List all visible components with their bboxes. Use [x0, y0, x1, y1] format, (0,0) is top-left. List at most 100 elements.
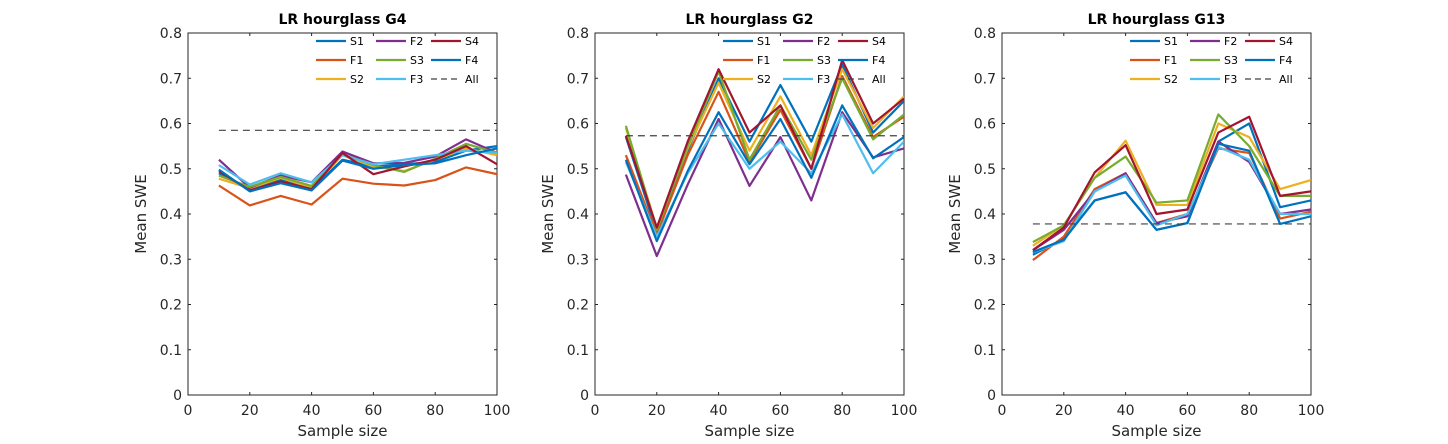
y-tick-label: 0.4 — [567, 207, 589, 223]
y-tick-label: 0.1 — [567, 343, 589, 359]
axes-box — [187, 32, 498, 396]
x-tick-label: 40 — [1117, 403, 1135, 419]
y-tick-label: 0.2 — [160, 298, 182, 314]
legend-label-s3: S3 — [410, 54, 424, 67]
x-tick-label: 80 — [833, 403, 851, 419]
y-tick-label: 0.3 — [974, 252, 996, 268]
legend: S1 F1 S2 F2 S3 F3 S4 F4 All — [723, 35, 886, 86]
y-tick-label: 0.8 — [160, 26, 182, 42]
y-tick-label: 0.6 — [567, 117, 589, 133]
series-group — [218, 129, 497, 207]
legend-label-f1: F1 — [757, 54, 770, 67]
legend: S1 F1 S2 F2 S3 F3 S4 F4 All — [1130, 35, 1293, 86]
chart-panel-0: 0 20 40 60 80 100 0 0.1 0.2 0.3 0.4 0.5 0.6 0.7 0.8 LR … — [132, 12, 510, 440]
legend-label-s1: S1 — [1164, 35, 1178, 48]
legend-label-all: All — [1279, 73, 1293, 86]
legend-label-s1: S1 — [350, 35, 364, 48]
legend-label-s2: S2 — [757, 73, 771, 86]
legend-label-s2: S2 — [350, 73, 364, 86]
x-tick-label: 40 — [303, 403, 321, 419]
y-tick-label: 0.5 — [974, 162, 996, 178]
y-tick-label: 0.8 — [974, 26, 996, 42]
y-tick-label: 0.7 — [974, 71, 996, 87]
legend-label-f3: F3 — [410, 73, 423, 86]
chart-title: LR hourglass G2 — [685, 12, 813, 28]
y-tick-label: 0.4 — [974, 207, 996, 223]
series-line-s1 — [1032, 122, 1311, 256]
chart-title: LR hourglass G4 — [278, 12, 406, 28]
x-axis-label: Sample size — [704, 422, 794, 440]
y-tick-label: 0.5 — [567, 162, 589, 178]
series-line-f4 — [624, 104, 904, 243]
x-axis-label: Sample size — [297, 422, 387, 440]
legend-label-f3: F3 — [817, 73, 830, 86]
legend-label-f2: F2 — [410, 35, 423, 48]
legend-label-s1: S1 — [757, 35, 771, 48]
x-tick-label: 40 — [710, 403, 728, 419]
legend-label-all: All — [872, 73, 886, 86]
x-tick-label: 60 — [364, 403, 382, 419]
y-tick-label: 0.6 — [160, 117, 182, 133]
legend-label-f2: F2 — [817, 35, 830, 48]
x-tick-label: 20 — [648, 403, 666, 419]
y-tick-label: 0.5 — [160, 162, 182, 178]
x-tick-label: 20 — [1055, 403, 1073, 419]
y-tick-label: 0 — [580, 388, 589, 404]
legend-label-s3: S3 — [1224, 54, 1238, 67]
legend-label-f4: F4 — [1279, 54, 1292, 67]
chart-panel-1: 0 20 40 60 80 100 0 0.1 0.2 0.3 0.4 0.5 0.6 0.7 0.8 LR … — [539, 12, 917, 440]
legend-label-all: All — [465, 73, 479, 86]
legend-label-s4: S4 — [872, 35, 886, 48]
y-tick-label: 0.8 — [567, 26, 589, 42]
legend-label-s4: S4 — [465, 35, 479, 48]
y-axis-label: Mean SWE — [946, 174, 964, 253]
x-tick-label: 100 — [484, 403, 511, 419]
x-axis-label: Sample size — [1111, 422, 1201, 440]
y-axis-label: Mean SWE — [132, 174, 150, 253]
y-tick-label: 0.1 — [160, 343, 182, 359]
y-tick-label: 0 — [987, 388, 996, 404]
x-tick-label: 0 — [184, 403, 193, 419]
y-tick-label: 0.7 — [160, 71, 182, 87]
y-tick-label: 0.3 — [160, 252, 182, 268]
series-line-f2 — [624, 111, 904, 258]
series-line-s3 — [624, 70, 904, 231]
legend-label-f1: F1 — [1164, 54, 1177, 67]
y-tick-label: 0.6 — [974, 117, 996, 133]
series-group — [624, 59, 904, 258]
legend-label-f1: F1 — [350, 54, 363, 67]
y-tick-label: 0.3 — [567, 252, 589, 268]
y-tick-label: 0.2 — [974, 298, 996, 314]
series-line-f1 — [218, 166, 497, 207]
legend-label-s2: S2 — [1164, 73, 1178, 86]
legend-label-f4: F4 — [465, 54, 478, 67]
legend-label-s4: S4 — [1279, 35, 1293, 48]
series-line-s4 — [624, 59, 904, 229]
x-tick-label: 100 — [891, 403, 918, 419]
legend-label-f2: F2 — [1224, 35, 1237, 48]
y-tick-label: 0 — [173, 388, 182, 404]
series-line-f4 — [218, 147, 497, 193]
x-tick-label: 80 — [426, 403, 444, 419]
x-tick-label: 0 — [591, 403, 600, 419]
x-tick-label: 60 — [771, 403, 789, 419]
y-axis-label: Mean SWE — [539, 174, 557, 253]
y-tick-label: 0.2 — [567, 298, 589, 314]
x-tick-label: 60 — [1178, 403, 1196, 419]
x-tick-label: 0 — [998, 403, 1007, 419]
chart-title: LR hourglass G13 — [1088, 12, 1226, 28]
y-tick-label: 0.7 — [567, 71, 589, 87]
series-group — [1032, 113, 1311, 262]
y-tick-label: 0.4 — [160, 207, 182, 223]
series-line-s4 — [1032, 115, 1311, 252]
x-tick-label: 20 — [241, 403, 259, 419]
legend-label-f3: F3 — [1224, 73, 1237, 86]
chart-panel-2: 0 20 40 60 80 100 0 0.1 0.2 0.3 0.4 0.5 0.6 0.7 0.8 LR … — [946, 12, 1324, 440]
legend: S1 F1 S2 F2 S3 F3 S4 F4 All — [316, 35, 479, 86]
y-tick-label: 0.1 — [974, 343, 996, 359]
series-line-f4 — [1032, 142, 1311, 254]
x-tick-label: 100 — [1298, 403, 1325, 419]
legend-label-s3: S3 — [817, 54, 831, 67]
x-tick-label: 80 — [1240, 403, 1258, 419]
